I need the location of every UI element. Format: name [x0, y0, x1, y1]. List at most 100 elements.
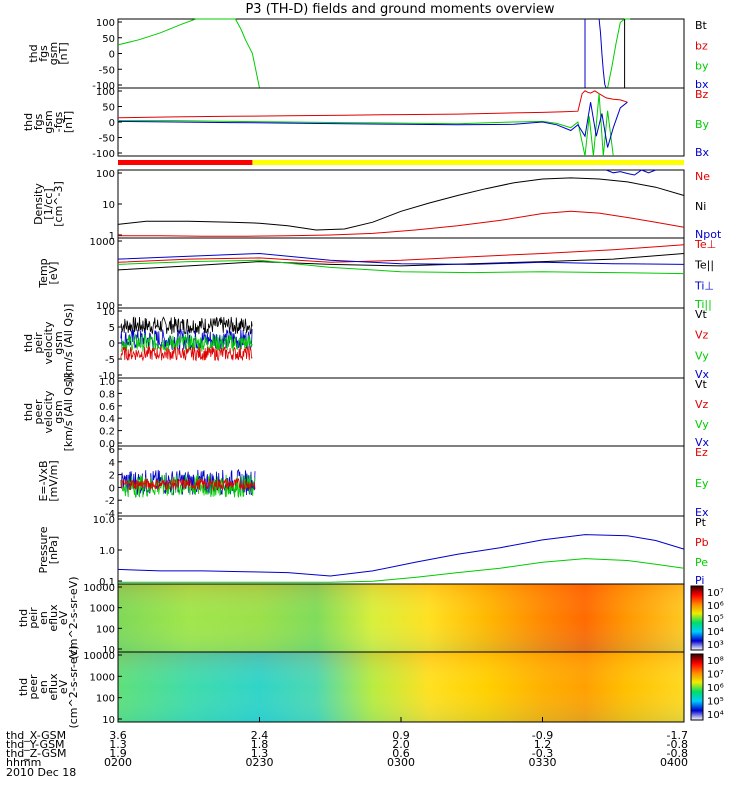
panel-peer_velocity-ylabel-line: velocity [42, 390, 55, 433]
panel-peir_spectrogram-colorbar-tick: 10⁶ [707, 601, 724, 612]
panel-temperature-legend-Ti⊥: Ti⊥ [694, 279, 714, 292]
panel-peir_spectrogram-spectrogram-shade [118, 584, 684, 652]
panel-peir_velocity-ytick-label: 10 [102, 307, 115, 318]
panel-density-ylabel-line: [cm^-3] [52, 181, 65, 227]
panel-efield-legend-Ey: Ey [695, 477, 709, 490]
panel-temperature-series-Ti⊥ [117, 252, 685, 265]
footer-value: 1.2 [534, 738, 552, 751]
panel-fgs-legend-by: by [695, 60, 709, 73]
panel-peir_velocity-legend-Vz: Vz [695, 329, 709, 342]
panel-efield-ylabel-line: E=-VxB [37, 460, 50, 501]
panel-efield-ytick-label: 4 [109, 458, 115, 469]
status-bar-segment-1 [252, 160, 685, 165]
panel-peer_velocity-ytick-label: 0.2 [99, 427, 115, 438]
footer-value: 0200 [104, 756, 132, 769]
panel-peir_spectrogram-ylabel-line: peir [27, 607, 40, 629]
footer-value: 1.3 [109, 738, 127, 751]
footer-value: -0.9 [532, 729, 553, 742]
panel-peer_spectrogram-colorbar-tick: 10⁴ [707, 710, 724, 721]
status-bar-segment-0 [118, 160, 253, 165]
footer-value: 0400 [660, 756, 688, 769]
panel-fgs_gse-series-Bz [117, 90, 628, 119]
panel-temperature-series-Ti|| [117, 259, 685, 275]
panel-fgs-legend-bz: bz [695, 39, 708, 52]
panel-pressure-legend-Pb: Pb [695, 536, 709, 549]
footer-value: 1.3 [251, 747, 269, 760]
panel-peir_spectrogram-ytick-label: 100 [96, 624, 115, 635]
panel-peer_velocity-ylabel-line: [km/s (All Qs)] [62, 373, 75, 452]
panel-peer_velocity-legend-Vt: Vt [695, 378, 708, 391]
panel-density-legend-Ne: Ne [695, 170, 710, 183]
panel-peir_spectrogram-colorbar [690, 585, 704, 651]
panel-temperature-legend-Ti||: Ti|| [694, 298, 712, 311]
footer-value: 0300 [387, 756, 415, 769]
panel-peir_velocity-noise-Vz [120, 345, 253, 362]
panel-fgs_gse-ytick-label: -50 [99, 134, 115, 145]
footer-value: 0.9 [392, 729, 410, 742]
panel-peer_velocity-ylabel-line: peer [32, 399, 45, 425]
footer-label-thd_X-GSM: thd_X-GSM [6, 729, 66, 742]
panel-peir_velocity-ylabel-line: peir [32, 332, 45, 354]
panel-pressure-legend-Pt: Pt [695, 516, 707, 529]
panel-fgs_gse-ytick-label: 0 [109, 118, 115, 129]
footer-value: 1.8 [251, 738, 269, 751]
panel-temperature-series-Te⊥ [117, 244, 685, 263]
panel-peir_velocity-ytick-label: -5 [105, 355, 115, 366]
panel-peir_velocity-noise-Vt [120, 316, 253, 335]
footer-value: 2.0 [392, 738, 410, 751]
panel-fgs_gse-legend-By: By [695, 118, 710, 131]
panel-density-legend-Npot: Npot [695, 228, 722, 241]
panel-fgs-ytick-label: 50 [102, 34, 115, 45]
panel-peir_spectrogram-ytick-label: 10 [102, 645, 115, 656]
panel-density-ytick-label: 1 [109, 231, 115, 242]
panel-fgs-ylabel-line: fgs [37, 45, 50, 62]
panel-pressure-frame [117, 515, 685, 585]
panel-efield-ytick-label: -2 [105, 496, 115, 507]
panel-density-series-Ne [118, 210, 685, 237]
panel-temperature-legend-Te⊥: Te⊥ [694, 238, 716, 251]
panel-peer_velocity-ytick-label: 0.8 [99, 389, 115, 400]
panel-density-series-Ni [117, 177, 685, 231]
panel-fgs_gse-ylabel-line: gsm [42, 110, 55, 133]
panel-pressure-series-Pi [117, 534, 685, 577]
panel-temperature-frame [117, 237, 685, 309]
panel-pressure-series-Pe [118, 558, 685, 583]
page-title: P3 (TH-D) fields and ground moments over… [245, 2, 555, 17]
panel-peer_velocity-ytick-label: 0.0 [99, 439, 115, 450]
panel-efield-ytick-label: 6 [109, 445, 115, 456]
panel-fgs_gse-ylabel-line: thd [22, 113, 35, 131]
panel-fgs-ytick-label: -100 [92, 81, 115, 92]
panel-peer_spectrogram-ylabel-line: (cm^2-s-sr-eV) [67, 645, 80, 728]
panel-fgs_gse-ytick-label: 50 [102, 103, 115, 114]
panel-fgs-ylabel-line: gsm [47, 42, 60, 65]
panel-pressure-legend-Pi: Pi [695, 574, 704, 587]
panel-peir_velocity-ytick-label: -10 [99, 371, 115, 382]
panel-peer_velocity-ytick-label: 0.6 [99, 402, 115, 413]
panel-efield-legend-Ex: Ex [695, 506, 709, 519]
panel-fgs_gse-ytick-label: -100 [92, 149, 115, 160]
panel-efield-legend-Ez: Ez [695, 446, 708, 459]
panel-fgs-series-by [607, 18, 631, 89]
panel-peer_velocity-ytick-label: 1.0 [99, 377, 115, 388]
panel-temperature-series-Te|| [117, 253, 685, 271]
panel-peer_spectrogram-ylabel-line: peer [27, 674, 40, 700]
panel-peer_velocity-legend-Vx: Vx [695, 436, 710, 449]
footer-value: 0230 [246, 756, 274, 769]
panel-fgs_gse-series-By [118, 93, 614, 157]
panel-fgs-series-by [117, 18, 260, 89]
panel-fgs_gse-series-Bx [117, 101, 628, 148]
panel-fgs-frame [117, 18, 685, 89]
panel-peer_spectrogram-ytick-label: 10 [102, 715, 115, 726]
panel-density-ylabel-line: [1/cc] [42, 188, 55, 219]
panel-peir_spectrogram-ylabel-line: thd [17, 609, 30, 627]
panel-efield-ytick-label: -4 [105, 509, 115, 520]
panel-peir_spectrogram-colorbar-tick: 10⁵ [707, 614, 724, 625]
panel-peer_spectrogram-ytick-label: 1000 [90, 672, 115, 683]
panel-fgs_gse-ylabel-line: fgs [32, 113, 45, 130]
panel-fgs-ylabel-line: [nT] [57, 42, 70, 64]
panel-peer_spectrogram-colorbar [690, 653, 704, 721]
panel-peir_spectrogram-ytick-label: 10000 [83, 583, 115, 594]
panel-peer_velocity-legend-Vz: Vz [695, 398, 709, 411]
panel-fgs-legend-bx: bx [695, 78, 709, 91]
panel-pressure-legend-Pe: Pe [695, 556, 708, 569]
